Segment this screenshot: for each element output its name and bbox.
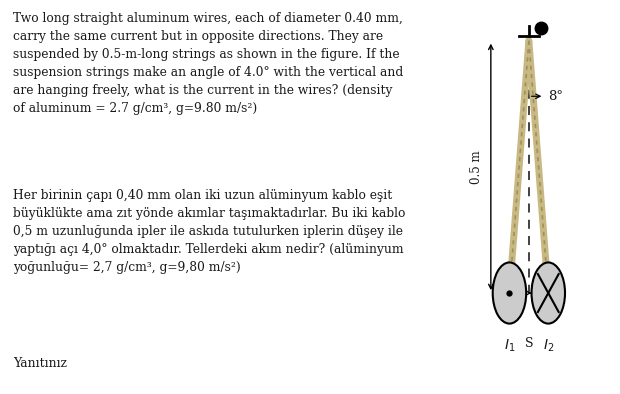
Circle shape: [531, 262, 565, 323]
Text: 8°: 8°: [548, 90, 563, 103]
Text: Two long straight aluminum wires, each of diameter 0.40 mm,
carry the same curre: Two long straight aluminum wires, each o…: [12, 12, 403, 115]
Text: Her birinin çapı 0,40 mm olan iki uzun alüminyum kablo eşit
büyüklükte ama zıt y: Her birinin çapı 0,40 mm olan iki uzun a…: [12, 189, 405, 274]
Circle shape: [493, 262, 526, 323]
Text: $I_2$: $I_2$: [542, 337, 554, 353]
Text: S: S: [525, 337, 533, 350]
Text: 0.5 m: 0.5 m: [471, 150, 484, 184]
Text: Yanıtınız: Yanıtınız: [12, 357, 66, 370]
Text: $I_1$: $I_1$: [504, 337, 515, 353]
